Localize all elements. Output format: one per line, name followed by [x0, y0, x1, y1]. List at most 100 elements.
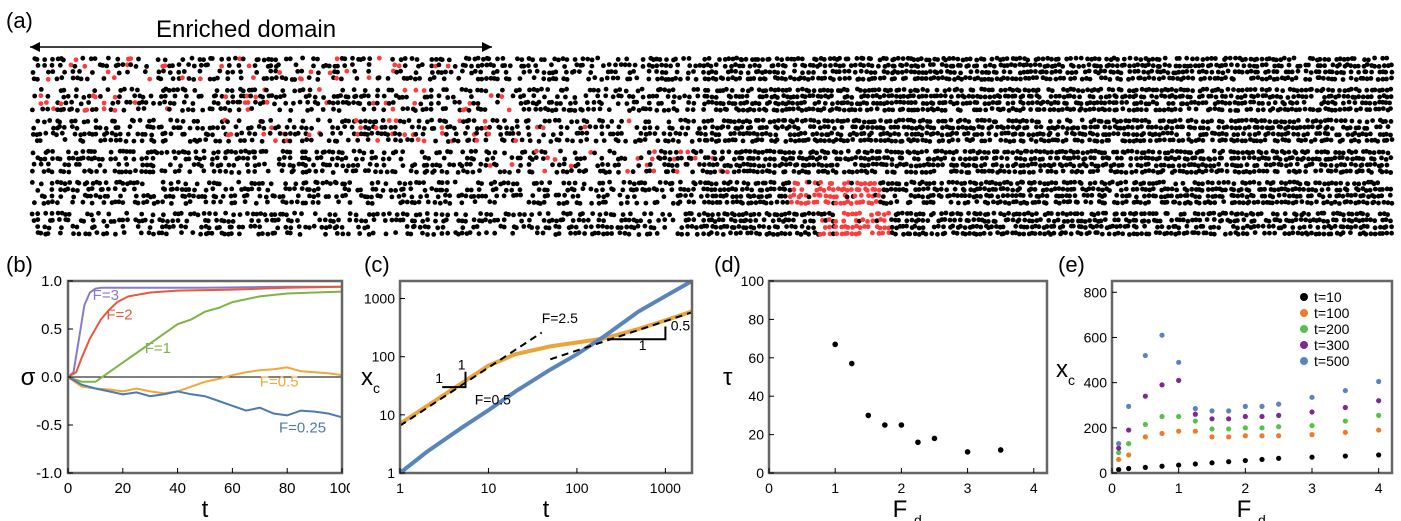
particle	[712, 187, 718, 193]
particle	[1122, 131, 1127, 137]
particle	[1138, 138, 1143, 144]
particle	[108, 137, 114, 143]
particle	[218, 199, 223, 205]
particle	[443, 106, 448, 111]
particle	[993, 155, 999, 161]
particle	[1185, 75, 1191, 81]
particle	[50, 56, 55, 62]
particle	[362, 88, 368, 93]
particle	[381, 107, 387, 113]
particle	[1247, 155, 1252, 161]
particle	[993, 162, 999, 167]
particle	[1085, 150, 1090, 155]
particle	[726, 187, 731, 193]
particle	[340, 163, 346, 169]
particle	[1388, 119, 1394, 124]
particle	[702, 101, 707, 107]
particle	[304, 137, 310, 143]
particle	[595, 163, 601, 169]
particle	[88, 193, 93, 199]
particle	[963, 75, 968, 80]
particle	[1038, 168, 1043, 174]
particle	[1153, 131, 1158, 137]
particle	[1126, 107, 1132, 113]
particle	[534, 68, 540, 74]
enriched-particle	[334, 75, 339, 81]
particle	[1157, 149, 1162, 155]
particle	[134, 180, 140, 185]
particle	[1134, 149, 1140, 155]
particle	[712, 169, 718, 175]
particle	[787, 124, 792, 130]
particle	[1075, 137, 1081, 143]
particle	[138, 230, 144, 236]
particle	[1160, 168, 1166, 173]
particle	[698, 149, 704, 154]
particle	[1262, 193, 1268, 199]
particle	[1017, 55, 1023, 61]
particle	[472, 199, 478, 205]
particle	[1333, 168, 1339, 174]
particle	[738, 70, 744, 76]
particle	[140, 162, 146, 168]
particle	[170, 63, 175, 69]
particle	[358, 119, 363, 124]
enriched-particle	[787, 194, 793, 200]
particle	[616, 169, 621, 175]
particle	[721, 187, 727, 193]
particle	[977, 107, 983, 113]
particle	[927, 139, 933, 144]
particle	[172, 93, 178, 99]
particle	[691, 199, 697, 205]
particle	[1036, 94, 1042, 100]
particle	[752, 62, 758, 68]
particle	[531, 200, 537, 205]
particle	[273, 68, 279, 74]
particle	[381, 162, 387, 168]
particle	[1055, 155, 1061, 161]
particle	[1118, 187, 1124, 193]
particle	[32, 200, 37, 206]
particle	[176, 62, 182, 67]
particle	[1192, 180, 1198, 185]
particle	[490, 117, 496, 123]
particle	[787, 87, 792, 92]
particle	[342, 186, 348, 192]
particle	[1270, 125, 1275, 131]
particle	[494, 69, 500, 74]
particle	[1013, 76, 1019, 82]
particle	[1078, 181, 1084, 186]
particle	[1223, 75, 1228, 81]
particle	[955, 56, 961, 62]
particle	[1053, 169, 1059, 175]
particle	[1017, 62, 1023, 67]
particle	[995, 124, 1000, 130]
particle	[672, 94, 677, 99]
particle	[946, 179, 952, 185]
particle	[667, 150, 673, 155]
particle	[596, 200, 602, 206]
particle	[1188, 200, 1193, 206]
particle	[1255, 199, 1261, 205]
particle	[1056, 200, 1062, 206]
particle	[209, 106, 215, 112]
particle	[1239, 138, 1245, 144]
particle	[45, 148, 51, 154]
particle	[500, 56, 506, 61]
particle	[396, 194, 402, 199]
particle	[120, 200, 126, 206]
particle	[982, 87, 988, 92]
particle	[976, 124, 982, 130]
particle	[574, 119, 580, 124]
particle	[1029, 94, 1034, 99]
particle	[265, 168, 271, 174]
particle	[83, 231, 88, 237]
particle	[112, 168, 118, 174]
particle	[412, 162, 418, 168]
particle	[701, 69, 706, 75]
particle	[1325, 100, 1331, 106]
particle	[603, 199, 608, 205]
particle	[948, 70, 953, 75]
particle	[174, 186, 180, 192]
particle	[927, 119, 933, 124]
